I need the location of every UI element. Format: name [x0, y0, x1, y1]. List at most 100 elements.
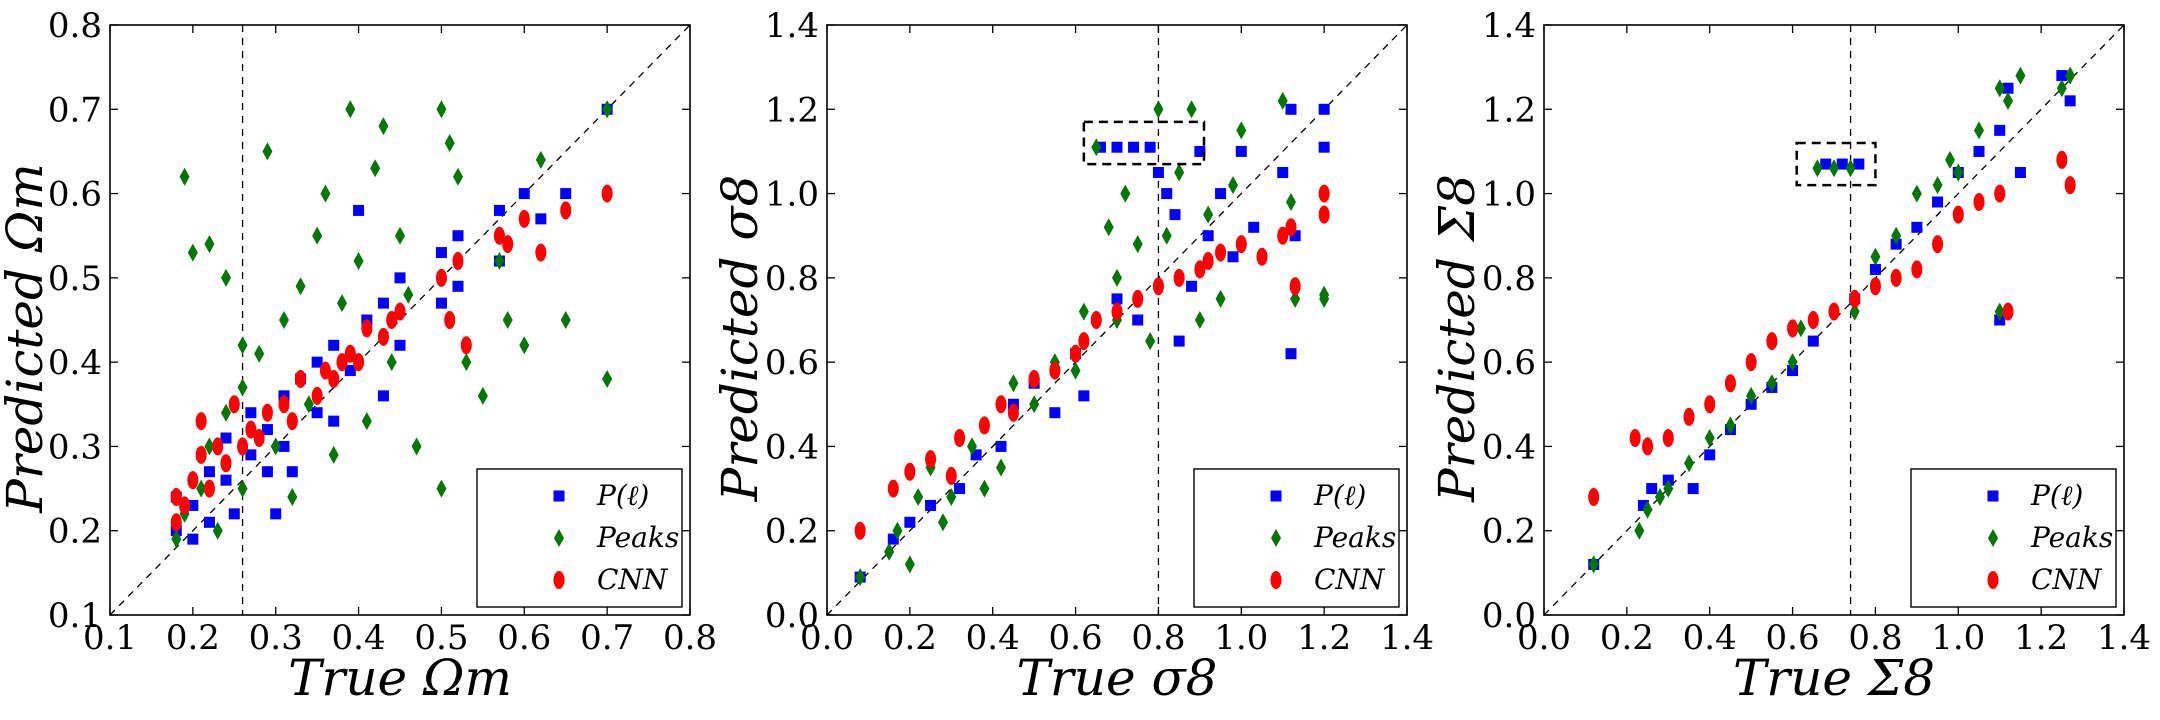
data-point [378, 117, 389, 136]
legend-label: P(ℓ) [1313, 479, 1366, 512]
y-tick-label: 0.1 [48, 596, 102, 636]
data-point [1235, 235, 1247, 254]
data-point [328, 445, 339, 464]
data-point [493, 226, 505, 245]
data-point [601, 184, 613, 203]
y-tick-label: 0.4 [48, 343, 102, 383]
data-point [1704, 395, 1716, 414]
data-point [884, 542, 895, 561]
legend-marker [1270, 571, 1282, 589]
data-point [1215, 243, 1227, 262]
data-point [1836, 158, 1848, 170]
data-point [1994, 302, 2005, 321]
data-point [1663, 479, 1674, 498]
data-point [328, 370, 340, 388]
data-point [1849, 289, 1861, 308]
series-diamond [855, 91, 1330, 587]
data-point [477, 386, 488, 405]
diagonal-line [110, 25, 690, 615]
data-point [295, 370, 307, 388]
data-point [353, 204, 365, 216]
y-tick-label: 0.6 [765, 343, 819, 383]
data-point [452, 280, 464, 292]
panel-big-sigma-8: True Σ8 Predicted Σ8 0.0 0.2 0.4 0.6 0.8 1.0 1… [1428, 6, 2151, 707]
data-point [535, 150, 546, 169]
y-tick-label: 0.4 [1482, 427, 1536, 467]
data-point [493, 204, 505, 216]
y-tick-label: 1.2 [1482, 90, 1536, 130]
data-point [179, 496, 191, 515]
series-diamond [171, 100, 613, 549]
data-point [1746, 386, 1757, 405]
data-point [196, 479, 207, 498]
data-point [461, 353, 472, 372]
data-point [602, 100, 613, 119]
data-point [195, 445, 207, 464]
data-point [221, 403, 231, 422]
data-point [1132, 235, 1143, 254]
data-point [344, 344, 356, 363]
data-point [1642, 437, 1654, 456]
data-point [377, 327, 389, 346]
data-point [171, 530, 182, 549]
data-point [1215, 289, 1226, 308]
data-point [1289, 230, 1301, 242]
data-point [377, 297, 389, 309]
data-point [1070, 344, 1082, 363]
data-point [1161, 188, 1173, 200]
data-point [602, 370, 613, 388]
y-tick-label: 0.0 [1482, 596, 1536, 636]
legend-marker [1270, 490, 1282, 502]
y-tick-label: 0.6 [48, 175, 102, 215]
y-tick-label: 0.8 [48, 6, 102, 46]
data-point [1870, 247, 1881, 266]
x-tick-label: 0.2 [166, 618, 220, 658]
x-tick-label: 1.4 [1380, 618, 1434, 658]
data-point [1318, 205, 1330, 224]
data-point [1890, 268, 1902, 287]
data-point [978, 416, 990, 435]
data-point [353, 252, 364, 270]
data-point [187, 471, 199, 490]
y-tick-label: 0.8 [1482, 259, 1536, 299]
legend-label: Peaks [1313, 521, 1396, 554]
data-point [328, 415, 340, 427]
data-point [535, 213, 547, 225]
data-point [2002, 302, 2014, 321]
x-tick-label: 0.7 [580, 618, 634, 658]
data-point [436, 479, 447, 498]
data-point [170, 488, 182, 506]
data-point [925, 499, 937, 511]
data-point [1008, 374, 1019, 393]
data-point [1277, 167, 1289, 178]
y-tick-label: 0.3 [48, 427, 102, 467]
data-point [460, 336, 472, 355]
data-point [1049, 361, 1061, 380]
y-tick-label: 1.4 [765, 6, 819, 46]
series-square [854, 103, 1330, 583]
data-point [1820, 158, 1832, 170]
data-point [1687, 483, 1699, 495]
data-point [1228, 176, 1238, 195]
data-point [1787, 353, 1798, 372]
data-point [887, 479, 899, 498]
data-point [1202, 230, 1214, 242]
data-point [518, 188, 530, 200]
data-point [435, 247, 447, 259]
data-point [2065, 66, 2076, 85]
data-point [913, 488, 924, 506]
data-point [337, 294, 347, 313]
y-tick-label: 0.6 [1482, 343, 1536, 383]
x-tick-label: 0.8 [1848, 618, 1902, 658]
x-tick-label: 0.6 [1049, 618, 1103, 658]
data-point [1112, 268, 1122, 287]
data-point [1932, 235, 1944, 254]
data-point [278, 440, 290, 452]
data-point [1684, 454, 1694, 473]
data-point [336, 353, 348, 372]
data-point [1120, 184, 1131, 203]
data-point [1285, 218, 1297, 237]
data-point [1248, 221, 1260, 233]
data-point [494, 252, 505, 270]
